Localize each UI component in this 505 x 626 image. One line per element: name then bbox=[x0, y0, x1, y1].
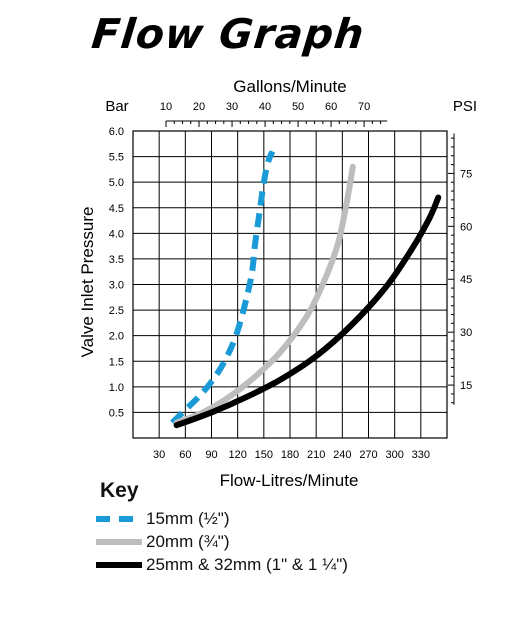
x-tick-label: 210 bbox=[307, 449, 325, 461]
top-tick-label: 30 bbox=[226, 101, 238, 113]
y-tick-label: 2.0 bbox=[109, 331, 124, 343]
right-tick-label: 60 bbox=[460, 221, 472, 233]
y-tick-label: 1.0 bbox=[109, 382, 124, 394]
legend-label-15mm: 15mm (½") bbox=[146, 509, 230, 528]
right-tick-label: 30 bbox=[460, 327, 472, 339]
y-tick-label: 5.0 bbox=[109, 177, 124, 189]
y-tick-label: 0.5 bbox=[109, 407, 124, 419]
x-axis-label: Flow-Litres/Minute bbox=[220, 471, 359, 490]
legend-swatch-25mm-32mm bbox=[96, 562, 142, 568]
x-tick-label: 300 bbox=[385, 449, 403, 461]
axes: 30 60 90 120 150 180 210 240 270 300 330 0.5 1.0 1.5 2… bbox=[109, 101, 473, 461]
y-tick-label: 5.5 bbox=[109, 152, 124, 164]
x-tick-label: 90 bbox=[205, 449, 217, 461]
y-tick-label: 6.0 bbox=[109, 126, 124, 138]
x-tick-label: 60 bbox=[179, 449, 191, 461]
x-tick-label: 270 bbox=[359, 449, 377, 461]
top-axis-label: Gallons/Minute bbox=[233, 77, 346, 96]
x-tick-label: 240 bbox=[333, 449, 351, 461]
key-title: Key bbox=[100, 479, 139, 502]
top-tick-label: 40 bbox=[259, 101, 271, 113]
x-tick-label: 120 bbox=[228, 449, 246, 461]
x-tick-label: 180 bbox=[281, 449, 299, 461]
series bbox=[170, 150, 442, 429]
legend-swatch-15mm bbox=[96, 516, 142, 522]
y-tick-label: 4.5 bbox=[109, 203, 124, 215]
legend-label-20mm: 20mm (¾") bbox=[146, 532, 230, 551]
grid bbox=[132, 130, 448, 439]
plot-frame bbox=[132, 130, 448, 439]
right-tick-label: 75 bbox=[460, 168, 472, 180]
axis-labels: Gallons/Minute Bar PSI Flow-Litres/Minut… bbox=[78, 77, 477, 490]
legend-label-25mm-32mm: 25mm & 32mm (1" & 1 ¼") bbox=[146, 555, 348, 574]
y-tick-label: 3.5 bbox=[109, 254, 124, 266]
legend-item-15mm: 15mm (½") bbox=[96, 508, 230, 530]
series-line-25mm-32mm bbox=[173, 194, 442, 429]
right-unit-label: PSI bbox=[453, 98, 477, 115]
top-tick-label: 50 bbox=[292, 101, 304, 113]
x-tick-label: 330 bbox=[412, 449, 430, 461]
y-axis-label: Valve Inlet Pressure bbox=[78, 207, 97, 358]
top-tick-label: 60 bbox=[325, 101, 337, 113]
series-line-15mm bbox=[170, 150, 276, 425]
legend-item-25mm-32mm: 25mm & 32mm (1" & 1 ¼") bbox=[96, 554, 348, 576]
legend-swatch-20mm bbox=[96, 539, 142, 545]
legend-item-20mm: 20mm (¾") bbox=[96, 531, 230, 553]
y-tick-label: 2.5 bbox=[109, 305, 124, 317]
series-line-20mm bbox=[173, 163, 356, 426]
top-tick-label: 20 bbox=[193, 101, 205, 113]
x-tick-label: 150 bbox=[255, 449, 273, 461]
y-tick-label: 1.5 bbox=[109, 356, 124, 368]
top-tick-label: 70 bbox=[358, 101, 370, 113]
top-tick-label: 10 bbox=[160, 101, 172, 113]
y-tick-label: 4.0 bbox=[109, 228, 124, 240]
right-tick-label: 15 bbox=[460, 380, 472, 392]
x-tick-label: 30 bbox=[153, 449, 165, 461]
y-tick-label: 3.0 bbox=[109, 280, 124, 292]
left-unit-label: Bar bbox=[105, 98, 128, 115]
right-tick-label: 45 bbox=[460, 274, 472, 286]
